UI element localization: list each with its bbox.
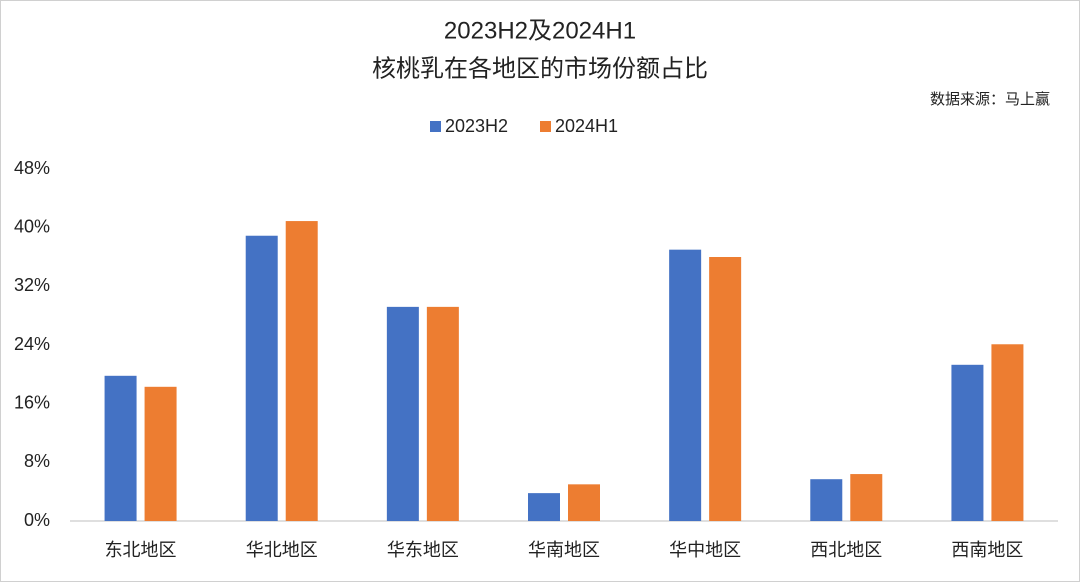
- bar: [709, 257, 742, 521]
- bar: [104, 375, 137, 521]
- bar: [386, 306, 419, 521]
- legend-swatch: [430, 121, 441, 132]
- x-tick-label: 华北地区: [246, 540, 318, 560]
- bar: [991, 344, 1024, 521]
- y-tick-label: 0%: [24, 510, 50, 530]
- chart-title: 2023H2及2024H1: [444, 17, 636, 44]
- legend-label: 2023H2: [445, 116, 508, 136]
- bar: [951, 364, 984, 521]
- bar: [285, 221, 318, 522]
- bar: [850, 474, 883, 521]
- bar: [568, 484, 600, 521]
- y-tick-label: 24%: [14, 334, 50, 354]
- x-tick-label: 西南地区: [951, 540, 1023, 560]
- x-tick-label: 华南地区: [528, 540, 600, 560]
- y-tick-label: 32%: [14, 275, 50, 295]
- x-tick-label: 西北地区: [810, 540, 882, 560]
- bar: [245, 235, 278, 521]
- x-tick-label: 华东地区: [387, 540, 459, 560]
- legend-swatch: [540, 121, 551, 132]
- x-tick-label: 东北地区: [105, 540, 177, 560]
- x-tick-label: 华中地区: [669, 540, 741, 560]
- legend-label: 2024H1: [555, 116, 618, 136]
- bar: [426, 306, 459, 521]
- y-tick-label: 8%: [24, 451, 50, 471]
- y-tick-label: 16%: [14, 392, 50, 412]
- chart-subtitle: 核桃乳在各地区的市场份额占比: [372, 55, 708, 82]
- bar: [528, 493, 560, 521]
- source-note: 数据来源：马上赢: [930, 91, 1050, 108]
- y-tick-label: 40%: [14, 216, 50, 236]
- y-tick-label: 48%: [14, 158, 50, 178]
- bar: [810, 479, 843, 521]
- bar: [144, 386, 177, 521]
- bar: [669, 249, 702, 521]
